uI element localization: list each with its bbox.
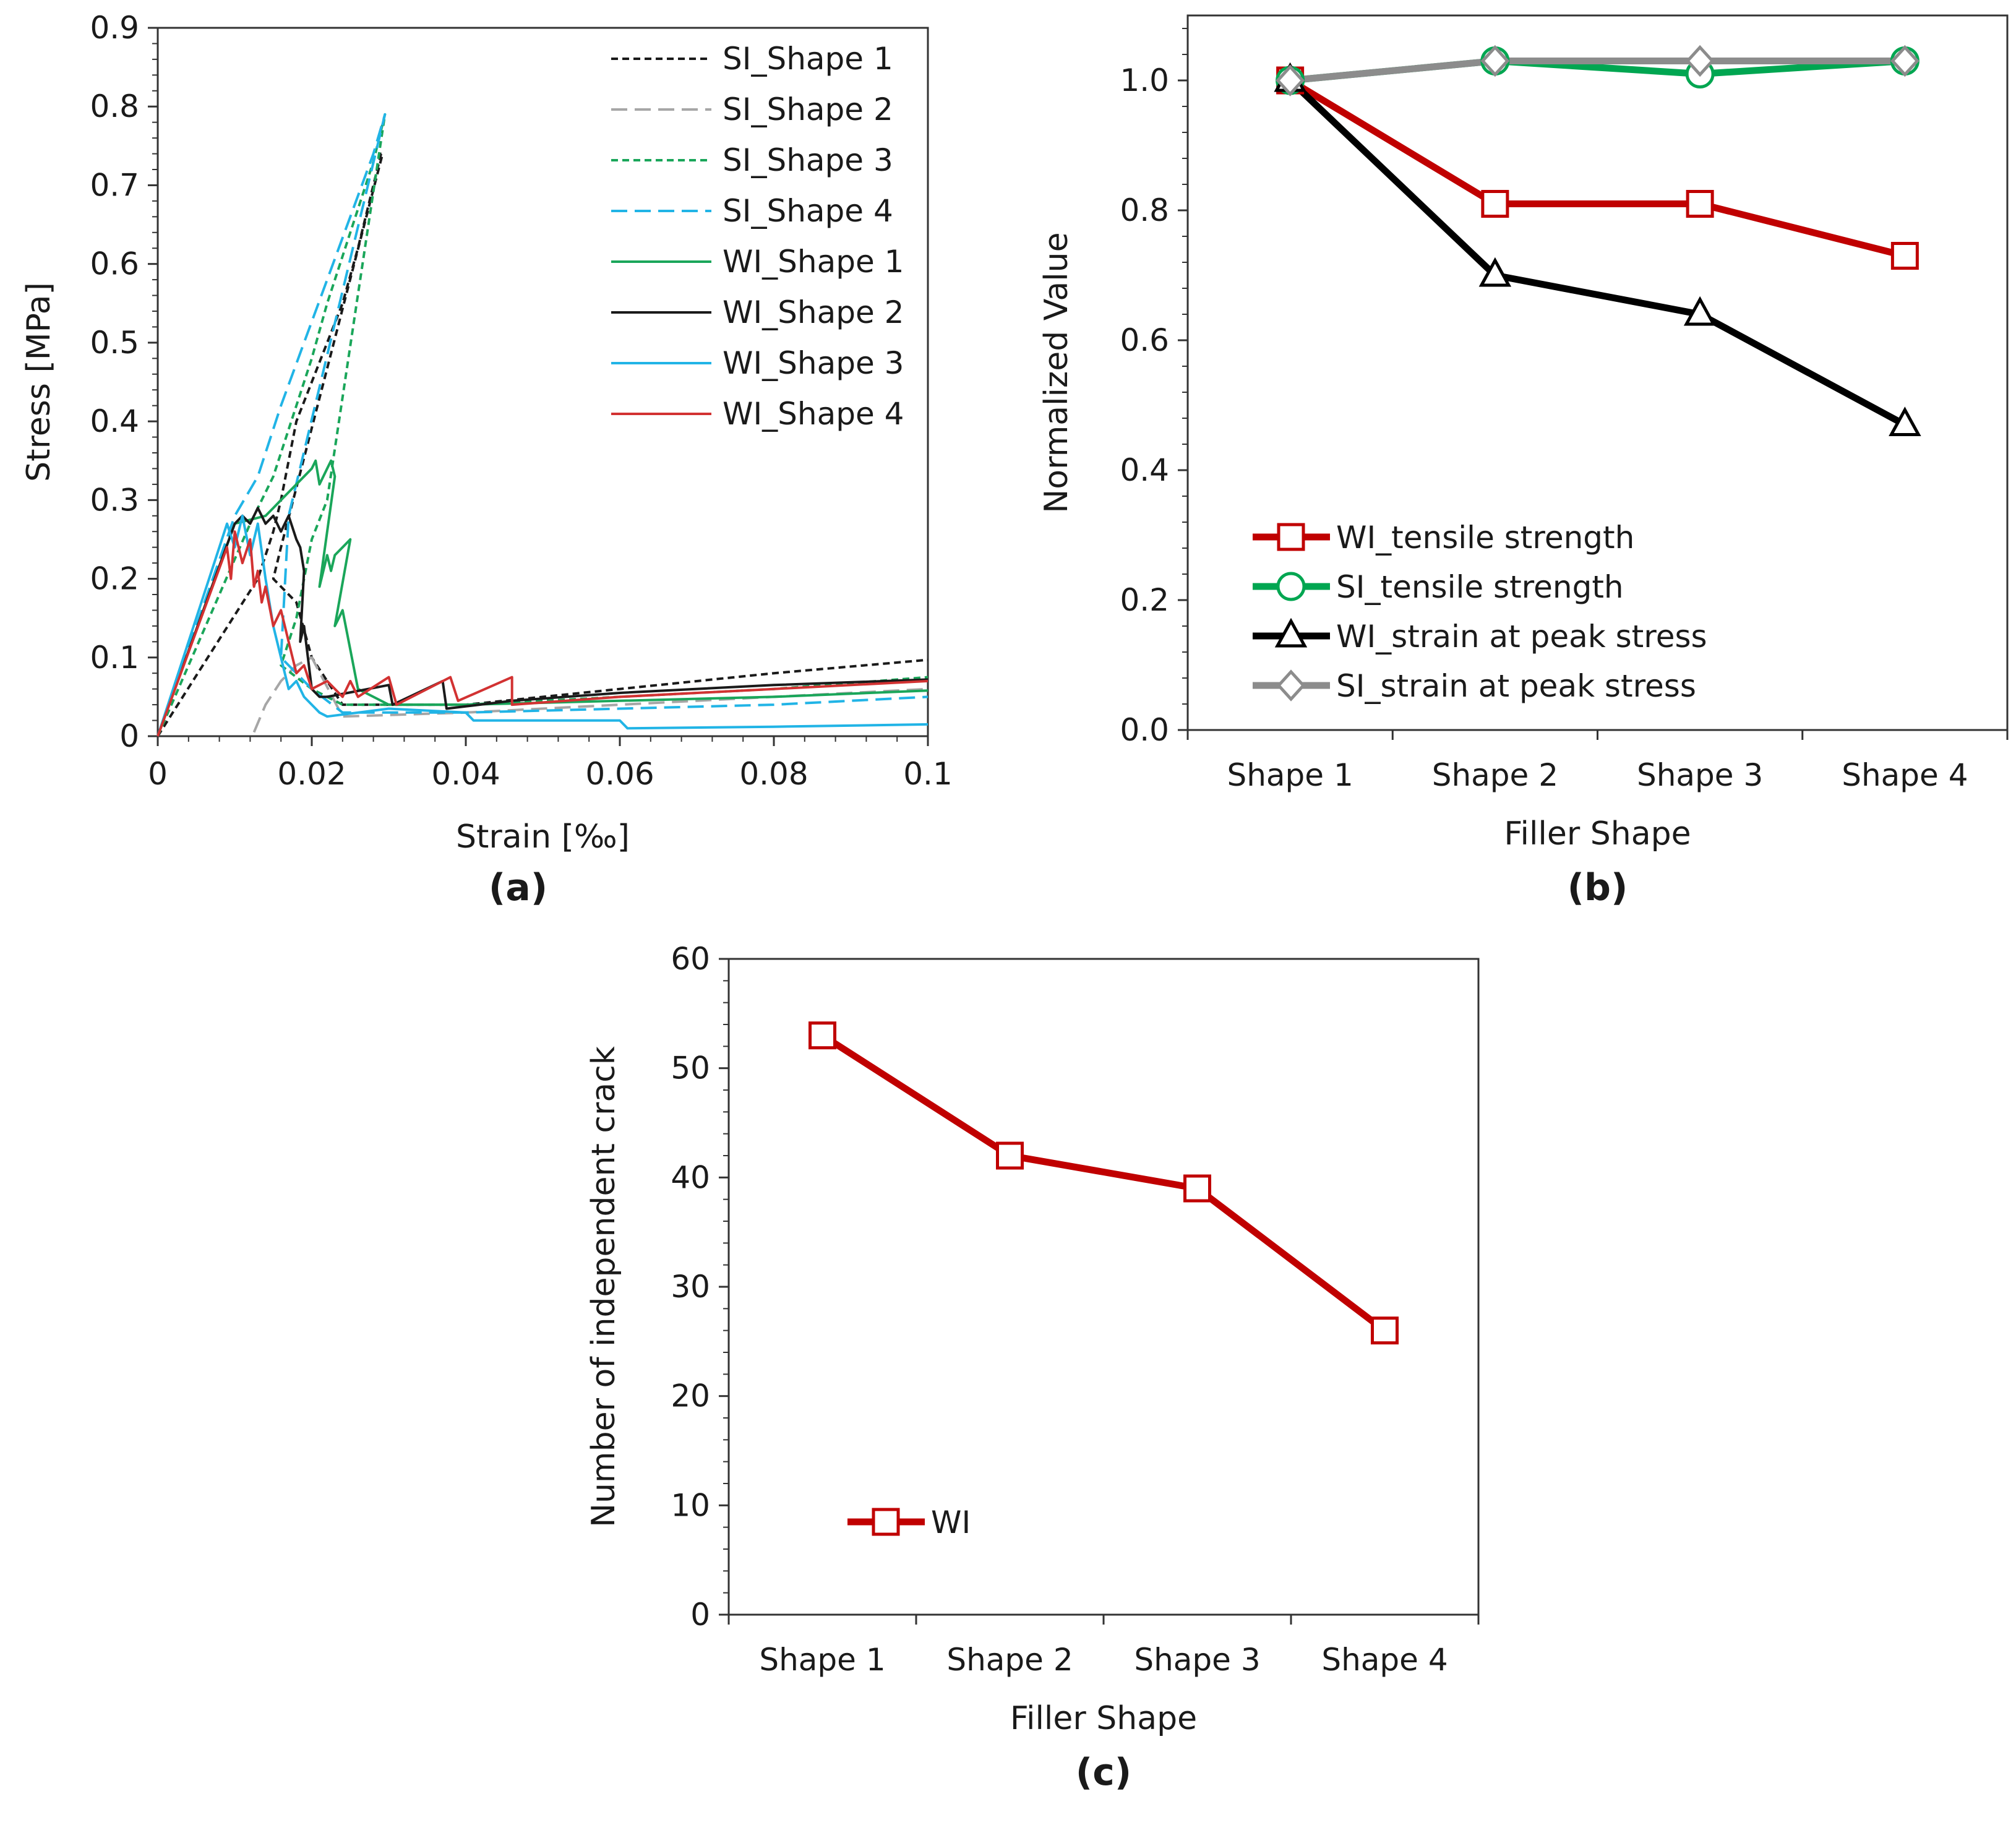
x-tick-label: 0.04 — [431, 756, 500, 792]
x-category-label: Shape 2 — [1432, 757, 1558, 793]
x-category-label: Shape 4 — [1321, 1642, 1448, 1678]
data-point-wi-tensile-strength — [1686, 190, 1714, 218]
panel-label-b: (b) — [1568, 866, 1628, 909]
y-tick-label: 0 — [690, 1597, 710, 1633]
x-axis-title: Filler Shape — [1504, 815, 1691, 852]
legend-label-wi-shape-3: WI_Shape 3 — [723, 345, 904, 381]
y-tick-label: 30 — [671, 1269, 710, 1305]
y-tick-label: 1.0 — [1120, 62, 1169, 98]
y-tick-label: 0.5 — [90, 325, 139, 361]
data-point-wi-tensile-strength — [1481, 190, 1509, 218]
legend-label-si-shape-4: SI_Shape 4 — [723, 193, 893, 229]
x-tick-label: 0.02 — [277, 756, 346, 792]
series-line-wi-shape-3 — [157, 514, 929, 737]
series-line-si-shape-4 — [157, 113, 929, 737]
legend-label-si-shape-1: SI_Shape 1 — [723, 41, 893, 77]
panel-b: 0.0 0.2 0.4 0.6 0.8 1.0 Shape 1 Shape 2 Shape 3 S… — [1038, 14, 2009, 909]
x-category-label: Shape 2 — [946, 1642, 1073, 1678]
series-line-wi-strain-at-peak-stress — [1287, 78, 1907, 428]
data-point-wi-strain-at-peak-stress — [1889, 406, 1921, 436]
plot-frame-c — [727, 958, 1480, 1616]
x-category-label: Shape 3 — [1637, 757, 1763, 793]
legend-label-wi: WI — [931, 1505, 971, 1540]
series-line-wi-shape-1 — [157, 459, 929, 737]
x-tick-label: 0.08 — [739, 756, 808, 792]
x-category-label: Shape 3 — [1134, 1642, 1260, 1678]
data-point-wi — [996, 1141, 1024, 1170]
series-line-wi — [820, 1033, 1387, 1334]
legend-marker-si-tensile-strength — [1276, 572, 1306, 601]
y-tick-label: 0.2 — [90, 561, 139, 597]
y-tick-label: 0.1 — [90, 640, 139, 676]
y-tick-label: 0.7 — [90, 167, 139, 203]
legend-label-si-strain-at-peak-stress: SI_strain at peak stress — [1336, 668, 1696, 704]
series-line-si-shape-1 — [157, 152, 929, 737]
series-line-wi-shape-2 — [157, 507, 929, 737]
x-category-label: Shape 1 — [759, 1642, 885, 1678]
y-tick-label: 0.8 — [90, 88, 139, 124]
y-tick-label: 0.6 — [90, 246, 139, 282]
data-point-si-strain-at-peak-stress — [1480, 45, 1510, 77]
y-tick-label: 60 — [671, 941, 710, 977]
series-line-si-strain-at-peak-stress — [1290, 58, 1905, 84]
y-tick-label: 0.4 — [90, 403, 139, 439]
x-axis-title: Strain [‰] — [456, 818, 630, 856]
legend-label-wi-strain-at-peak-stress: WI_strain at peak stress — [1336, 619, 1707, 655]
legend-marker-wi — [872, 1508, 900, 1536]
y-axis-title: Number of independent crack — [585, 1046, 622, 1527]
y-tick-label: 0.6 — [1120, 322, 1169, 358]
x-tick-label: 0.06 — [585, 756, 654, 792]
panel-label-a: (a) — [489, 866, 547, 909]
legend-marker-wi-tensile-strength — [1277, 523, 1305, 551]
legend-marker-si-strain-at-peak-stress — [1276, 669, 1306, 702]
legend-label-si-shape-3: SI_Shape 3 — [723, 142, 893, 178]
x-axis-title: Filler Shape — [1010, 1700, 1197, 1737]
data-point-si-strain-at-peak-stress — [1276, 64, 1305, 97]
y-tick-label: 40 — [671, 1159, 710, 1195]
legend-label-wi-shape-1: WI_Shape 1 — [723, 244, 904, 280]
x-tick-label: 0.1 — [903, 756, 953, 792]
y-tick-label: 20 — [671, 1378, 710, 1414]
data-point-wi — [1183, 1174, 1211, 1203]
plot-frame-a — [157, 27, 929, 737]
y-tick-label: 0.8 — [1120, 192, 1169, 228]
y-tick-label: 0.4 — [1120, 452, 1169, 488]
y-tick-label: 50 — [671, 1050, 710, 1086]
series-line-si-shape-3 — [157, 113, 929, 737]
x-category-label: Shape 4 — [1842, 757, 1968, 793]
panel-label-c: (c) — [1076, 1751, 1131, 1794]
y-tick-label: 10 — [671, 1487, 710, 1523]
data-point-wi — [809, 1021, 836, 1050]
x-category-label: Shape 1 — [1227, 757, 1353, 793]
data-point-wi-tensile-strength — [1890, 242, 1919, 270]
panel-c: 0 10 20 30 40 50 60 Shape 1 Shape 2 Shape 3 Shape … — [585, 941, 1480, 1794]
y-tick-label: 0.3 — [90, 482, 139, 518]
legend-label-si-tensile-strength: SI_tensile strength — [1336, 569, 1624, 605]
series-line-wi-tensile-strength — [1288, 77, 1906, 259]
data-point-wi-strain-at-peak-stress — [1478, 257, 1512, 287]
x-tick-label: 0 — [148, 756, 168, 792]
data-point-wi-strain-at-peak-stress — [1683, 296, 1717, 326]
legend-label-wi-shape-4: WI_Shape 4 — [723, 396, 904, 432]
legend-label-wi-shape-2: WI_Shape 2 — [723, 294, 904, 330]
y-tick-label: 0.9 — [90, 10, 139, 46]
y-axis-title: Stress [MPa] — [20, 282, 58, 482]
legend-label-wi-tensile-strength: WI_tensile strength — [1336, 520, 1634, 556]
series-line-wi-shape-4 — [157, 530, 929, 737]
y-tick-label: 0.0 — [1120, 712, 1169, 748]
data-point-wi — [1371, 1316, 1399, 1345]
data-point-si-strain-at-peak-stress — [1685, 45, 1715, 77]
y-axis-title: Normalized Value — [1038, 232, 1075, 513]
panel-a: 0 0.02 0.04 0.06 0.08 0.1 0 0.1 0.2 0.3 0.4 0.5 0.6 0… — [20, 10, 953, 909]
data-point-si-strain-at-peak-stress — [1890, 45, 1919, 77]
legend-label-si-shape-2: SI_Shape 2 — [723, 92, 893, 127]
y-tick-label: 0 — [119, 718, 139, 754]
y-tick-label: 0.2 — [1120, 582, 1169, 618]
legend-marker-wi-strain-at-peak-stress — [1274, 617, 1308, 648]
series-line-si-shape-2 — [252, 656, 929, 733]
